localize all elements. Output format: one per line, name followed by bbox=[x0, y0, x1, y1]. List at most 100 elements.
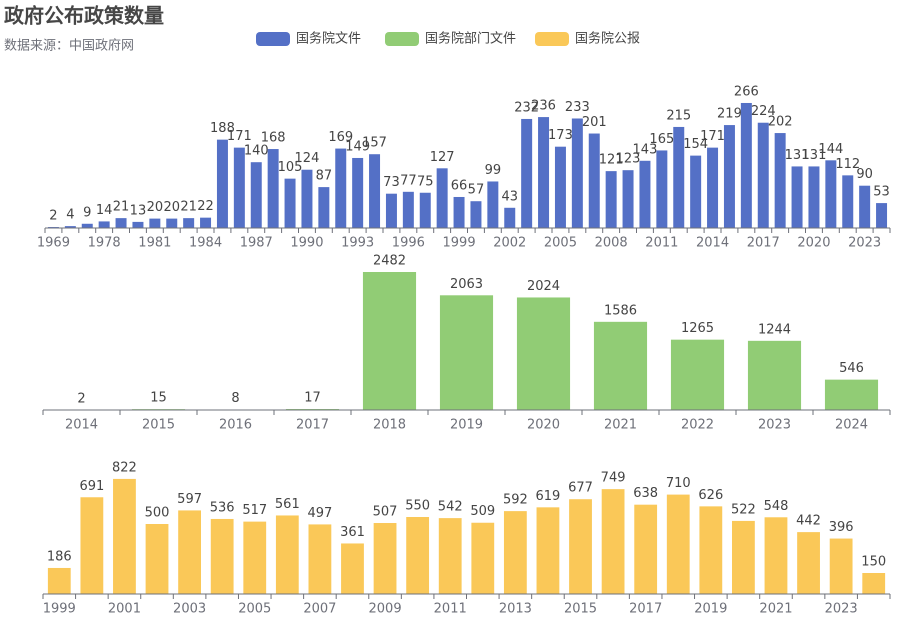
x-tick-label: 2019 bbox=[450, 418, 483, 433]
bar bbox=[503, 511, 527, 594]
bar bbox=[876, 203, 888, 228]
data-label: 169 bbox=[328, 130, 353, 145]
data-label: 73 bbox=[383, 175, 400, 190]
bar bbox=[373, 523, 397, 594]
data-label: 87 bbox=[316, 169, 333, 184]
x-tick-label: 2020 bbox=[797, 236, 830, 251]
bar bbox=[732, 520, 755, 594]
data-label: 442 bbox=[796, 514, 821, 529]
bar bbox=[639, 160, 651, 228]
data-label: 171 bbox=[700, 129, 725, 144]
x-tick-label: 1969 bbox=[37, 236, 70, 251]
data-label: 154 bbox=[683, 137, 708, 152]
x-tick-label: 2011 bbox=[434, 602, 467, 617]
bar bbox=[842, 175, 854, 228]
data-label: 548 bbox=[764, 499, 789, 514]
bar bbox=[352, 157, 364, 228]
data-label: 131 bbox=[802, 148, 827, 163]
data-label: 140 bbox=[244, 144, 269, 159]
bar bbox=[453, 196, 465, 228]
data-label: 9 bbox=[83, 205, 91, 220]
data-label: 168 bbox=[261, 131, 286, 146]
data-label: 127 bbox=[430, 150, 455, 165]
data-label: 202 bbox=[768, 115, 793, 130]
x-tick-label: 2024 bbox=[835, 418, 868, 433]
bar bbox=[178, 510, 201, 594]
x-tick-label: 2019 bbox=[694, 602, 727, 617]
data-label: 57 bbox=[468, 183, 485, 198]
data-label: 822 bbox=[112, 460, 137, 475]
x-tick-label: 2017 bbox=[296, 418, 329, 433]
bar bbox=[301, 169, 313, 228]
data-label: 53 bbox=[873, 185, 890, 200]
bar bbox=[64, 226, 76, 228]
bar bbox=[436, 168, 448, 228]
x-tick-label: 2023 bbox=[758, 418, 791, 433]
bar bbox=[402, 191, 414, 228]
bar bbox=[81, 223, 93, 228]
data-label: 105 bbox=[278, 160, 303, 175]
bar bbox=[666, 494, 690, 594]
data-label: 188 bbox=[210, 121, 235, 136]
data-label: 2063 bbox=[450, 277, 483, 292]
x-tick-label: 2021 bbox=[604, 418, 637, 433]
bar bbox=[670, 339, 725, 410]
bar bbox=[797, 532, 820, 594]
x-tick-label: 2020 bbox=[527, 418, 560, 433]
bar bbox=[808, 166, 820, 228]
data-label: 20 bbox=[147, 200, 164, 215]
bar bbox=[406, 517, 430, 594]
x-tick-label: 2009 bbox=[369, 602, 402, 617]
data-label: 536 bbox=[210, 500, 235, 515]
x-tick-label: 2022 bbox=[681, 418, 714, 433]
legend-label: 国务院公报 bbox=[575, 31, 640, 47]
data-label: 17 bbox=[304, 391, 321, 406]
x-tick-label: 2023 bbox=[825, 602, 858, 617]
bar bbox=[250, 162, 262, 228]
x-tick-label: 2008 bbox=[595, 236, 628, 251]
bar bbox=[335, 148, 347, 228]
data-label: 99 bbox=[485, 163, 502, 178]
data-label: 131 bbox=[785, 148, 810, 163]
legend-label: 国务院部门文件 bbox=[425, 31, 516, 47]
x-tick-label: 2014 bbox=[65, 418, 98, 433]
bar bbox=[132, 221, 144, 228]
x-tick-label: 1981 bbox=[138, 236, 171, 251]
bar bbox=[216, 139, 228, 228]
bar bbox=[419, 192, 431, 228]
data-label: 592 bbox=[503, 493, 528, 508]
data-label: 186 bbox=[47, 549, 72, 564]
x-tick-label: 1999 bbox=[443, 236, 476, 251]
data-label: 215 bbox=[666, 108, 691, 123]
bar bbox=[707, 147, 719, 228]
data-label: 1586 bbox=[604, 303, 637, 318]
bar bbox=[536, 507, 560, 594]
data-label: 361 bbox=[340, 525, 365, 540]
data-label: 561 bbox=[275, 497, 300, 512]
x-tick-label: 2005 bbox=[544, 236, 577, 251]
data-label: 66 bbox=[451, 178, 468, 193]
data-label: 149 bbox=[345, 139, 370, 154]
data-label: 396 bbox=[829, 520, 854, 535]
bar bbox=[740, 102, 752, 228]
bar bbox=[764, 517, 788, 594]
bar bbox=[98, 221, 110, 228]
bar bbox=[699, 506, 723, 594]
data-label: 43 bbox=[501, 189, 518, 204]
x-tick-label: 1999 bbox=[43, 602, 76, 617]
data-label: 75 bbox=[417, 174, 434, 189]
bar bbox=[634, 504, 658, 594]
data-label: 619 bbox=[536, 489, 561, 504]
data-label: 4 bbox=[66, 208, 74, 223]
bar bbox=[487, 181, 499, 228]
data-label: 224 bbox=[751, 104, 776, 119]
bar bbox=[471, 522, 495, 594]
data-label: 143 bbox=[633, 142, 658, 157]
legend-swatch bbox=[385, 32, 419, 46]
bar bbox=[554, 146, 566, 228]
bar bbox=[538, 117, 550, 228]
bar bbox=[723, 125, 735, 228]
legend-label: 国务院文件 bbox=[296, 31, 361, 47]
data-label: 2024 bbox=[527, 279, 560, 294]
data-label: 749 bbox=[601, 471, 626, 486]
